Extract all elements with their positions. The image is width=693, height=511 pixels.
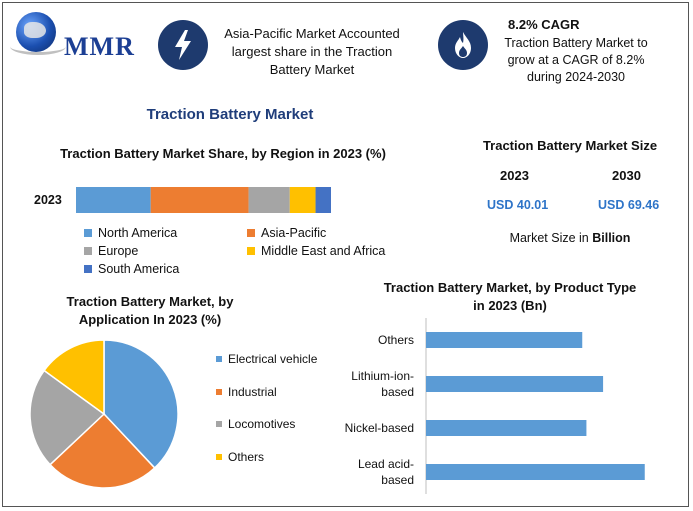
lightning-icon (158, 20, 208, 70)
product-bar-2 (426, 420, 587, 436)
legend-swatch (216, 454, 222, 460)
asia-pacific-callout: Asia-Pacific Market Accounted largest sh… (224, 26, 400, 77)
pie-legend-item-1: Industrial (216, 385, 277, 399)
legend-swatch (84, 265, 92, 273)
legend-middle-east-africa: Middle East and Africa (247, 244, 385, 258)
pie-legend-label: Locomotives (228, 417, 296, 431)
legend-europe: Europe (84, 244, 138, 258)
pie-slice-3 (43, 339, 105, 416)
region-chart-title: Traction Battery Market Share, by Region… (60, 146, 386, 161)
logo-text: MMR (64, 32, 135, 61)
application-chart-title: Traction Battery Market, by Application … (66, 294, 234, 327)
product-bar-1 (426, 376, 604, 392)
pie-legend-label: Electrical vehicle (228, 352, 318, 366)
market-size-title: Traction Battery Market Size (482, 138, 658, 153)
product-category-label: Lithium-ion-based (351, 369, 414, 399)
region-segment-2 (248, 187, 290, 213)
pie-legend-item-3: Others (216, 450, 264, 464)
market-size-note: Market Size in Billion (509, 231, 631, 245)
product-bar-chart: Others Lithium-ion-based Nickel-based Lead … (345, 318, 645, 494)
region-segment-4 (315, 187, 331, 213)
product-category-label: Others (378, 333, 414, 347)
flame-icon (438, 20, 488, 70)
pie-legend-label: Industrial (228, 385, 277, 399)
legend-swatch (84, 247, 92, 255)
pie-slice-0 (103, 339, 179, 470)
swoosh-icon (10, 38, 66, 55)
region-segment-1 (150, 187, 249, 213)
region-segment-0 (76, 187, 151, 213)
application-pie (29, 339, 179, 489)
region-stacked-bar (76, 187, 331, 213)
year-2023-label: 2023 (500, 168, 529, 183)
cagr-text: Traction Battery Market to grow at a CAG… (504, 36, 648, 84)
year-2030-label: 2030 (612, 168, 641, 183)
region-year-label: 2023 (34, 193, 62, 207)
cagr-title: 8.2% CAGR (508, 17, 580, 32)
legend-swatch (247, 229, 255, 237)
pie-legend-item-0: Electrical vehicle (216, 352, 317, 366)
pie-slice-1 (48, 412, 156, 489)
main-title: Traction Battery Market (146, 106, 314, 123)
product-bar-3 (426, 464, 645, 480)
value-2030: USD 69.46 (598, 198, 660, 212)
product-category-label: Lead acid-based (358, 457, 414, 487)
pie-legend-item-2: Locomotives (216, 417, 295, 431)
legend-north-america: North America (84, 226, 177, 240)
region-segment-3 (289, 187, 316, 213)
legend-swatch (84, 229, 92, 237)
product-chart-title: Traction Battery Market, by Product Type… (383, 280, 637, 313)
legend-swatch (216, 421, 222, 427)
pie-legend-label: Others (228, 450, 265, 464)
product-category-label: Nickel-based (345, 421, 414, 435)
mmr-logo: MMR (10, 8, 140, 64)
infographic-frame (2, 2, 689, 507)
legend-swatch (247, 247, 255, 255)
legend-south-america: South America (84, 262, 179, 276)
product-bar-0 (426, 332, 583, 348)
pie-slice-2 (29, 369, 106, 466)
value-2023: USD 40.01 (487, 198, 549, 212)
legend-swatch (216, 356, 222, 362)
legend-swatch (216, 389, 222, 395)
legend-asia-pacific: Asia-Pacific (247, 226, 326, 240)
